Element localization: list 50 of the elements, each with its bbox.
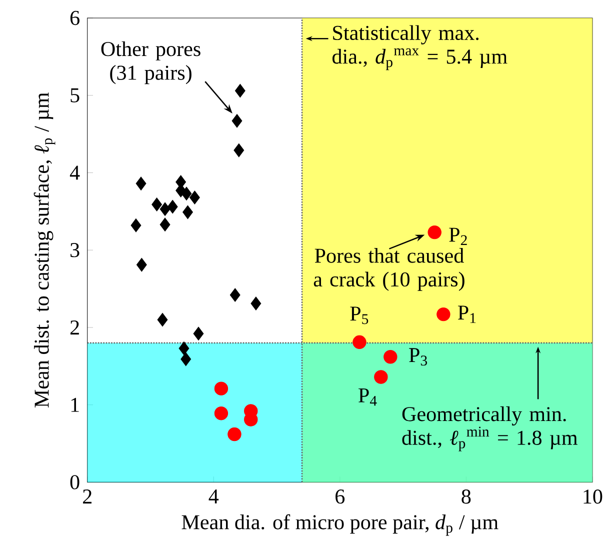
point <box>374 370 388 384</box>
y-tick-label: 5 <box>70 88 80 103</box>
point <box>230 288 240 302</box>
point <box>189 190 200 205</box>
annotation: P$_{5}$ <box>350 306 368 324</box>
point <box>384 350 398 364</box>
point <box>193 327 204 341</box>
y-tick-label: 1 <box>71 398 79 412</box>
point <box>136 258 147 272</box>
y-tick-label: 2 <box>70 320 79 335</box>
annotation: Pores that caused a crack (10 pairs) <box>314 248 464 292</box>
annotation: Other pores (31 pairs) <box>101 42 200 84</box>
point <box>436 308 450 322</box>
point <box>352 336 366 350</box>
annotation: P$_{4}$ <box>358 388 377 406</box>
ref-line-label: Statistically max. dia., d$_{p}$$^{max}$ = 5.4 µm <box>332 25 508 70</box>
x-tick-label: 8 <box>462 490 471 504</box>
point <box>167 200 178 214</box>
y-axis-title: Mean dist. to casting surface, ℓ$_{p}$ / µm <box>34 92 56 408</box>
point <box>182 206 193 220</box>
point <box>428 226 442 240</box>
x-tick-label: 10 <box>584 490 602 504</box>
y-tick-label: 4 <box>70 166 80 180</box>
point <box>136 176 146 191</box>
point <box>180 352 192 366</box>
ref-line-label: Geometrically min. dist., ℓ$_{p}$$^{min}$ = 1.8 µm <box>402 406 578 452</box>
annotation: P$_{1}$ <box>458 306 476 324</box>
x-tick-label: 2 <box>83 490 92 504</box>
point <box>160 218 170 232</box>
point <box>250 296 262 311</box>
point <box>157 313 168 327</box>
y-tick-label: 3 <box>70 243 80 258</box>
point <box>234 84 246 98</box>
point <box>160 202 170 216</box>
point <box>228 428 242 442</box>
point <box>214 406 228 420</box>
annotation: P$_{3}$ <box>409 348 428 366</box>
y-tick-label: 0 <box>70 475 80 490</box>
x-axis-title: Mean dia. of micro pore pair, d$_{p}$ / µm <box>182 514 498 536</box>
point <box>214 382 228 396</box>
x-tick-label: 4 <box>208 490 219 504</box>
x-tick-label: 6 <box>336 490 345 504</box>
point <box>130 218 142 232</box>
point <box>234 144 244 158</box>
y-tick-label: 6 <box>70 11 80 26</box>
point <box>152 198 162 212</box>
point <box>232 114 242 128</box>
point <box>178 342 190 356</box>
annotation: P$_{2}$ <box>449 228 467 246</box>
point <box>181 186 192 201</box>
